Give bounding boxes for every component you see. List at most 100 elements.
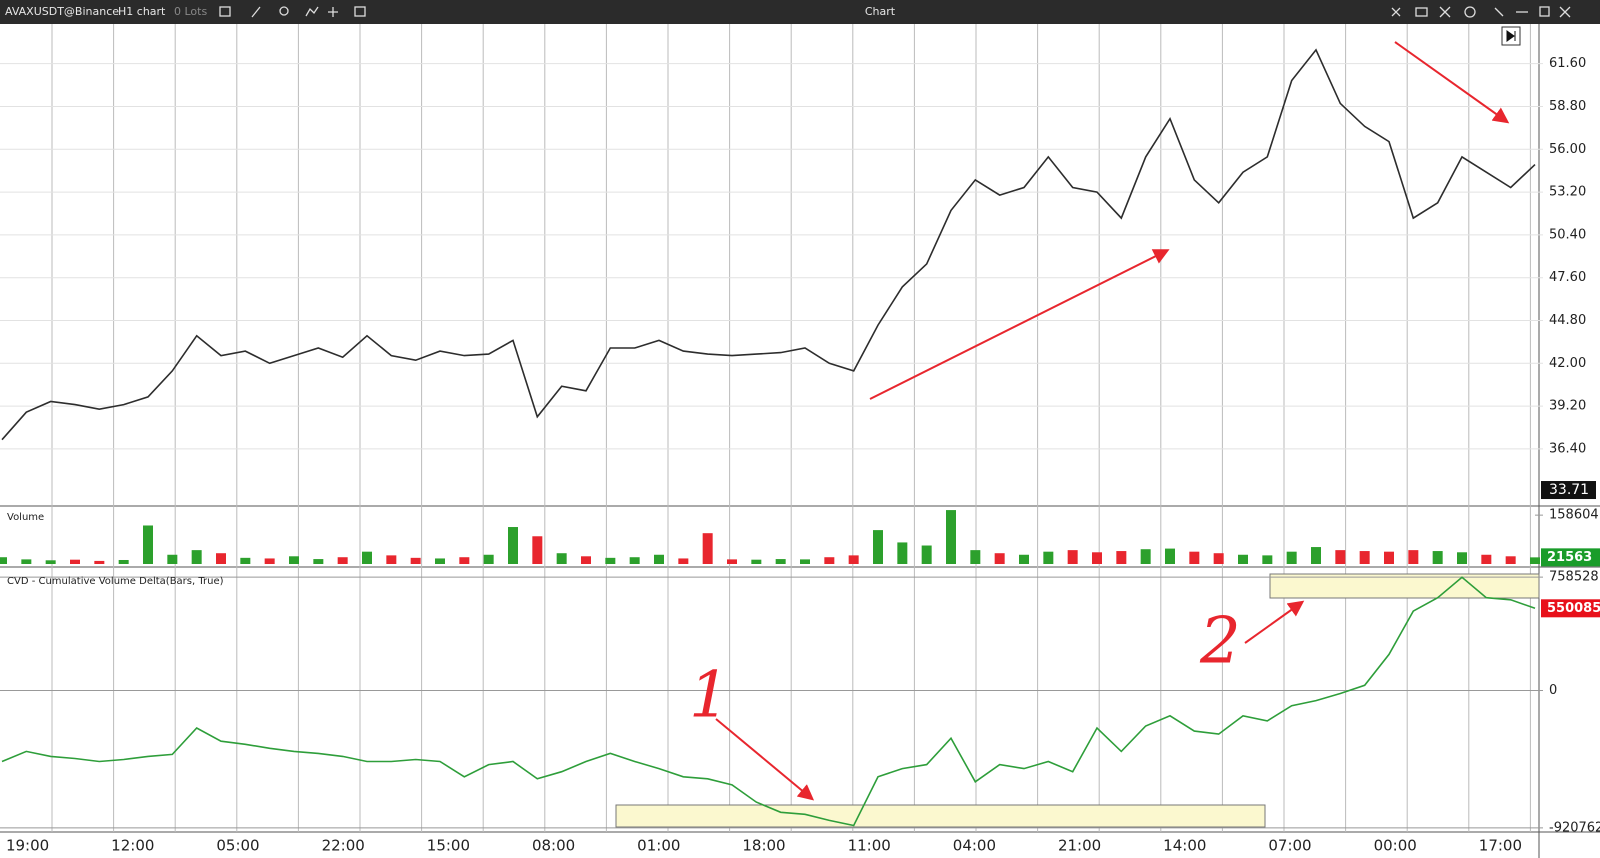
volume-bar (1189, 551, 1200, 564)
volume-bar (970, 550, 981, 564)
volume-bar (775, 559, 786, 564)
x-tick-label: 12:00 (111, 837, 154, 855)
volume-bar (1165, 548, 1175, 564)
pane-title: CVD - Cumulative Volume Delta(Bars, True… (7, 576, 224, 587)
volume-bar (532, 536, 543, 564)
series-line (1, 48, 1536, 441)
volume-bar (994, 553, 1005, 564)
volume-bar (1530, 557, 1540, 564)
volume-bar (605, 557, 616, 564)
volume-bar (0, 557, 7, 564)
scroll-end-icon (1506, 30, 1516, 42)
volume-bar (629, 557, 640, 564)
window-title: Chart (865, 5, 896, 18)
volume-bar (386, 555, 397, 564)
volume-bar (94, 560, 105, 564)
y-tick-label: -920762 (1549, 820, 1600, 835)
volume-bar (21, 559, 32, 564)
volume-bar (800, 559, 810, 564)
price-tag-label: 33.71 (1549, 482, 1589, 498)
y-tick-label: 36.40 (1549, 441, 1586, 456)
volume-bar (751, 559, 762, 564)
x-tick-label: 01:00 (637, 837, 680, 855)
volume-bar (1238, 554, 1248, 564)
volume-bar (410, 557, 421, 564)
last-value-tag (1541, 548, 1600, 567)
volume-bar (118, 559, 129, 564)
volume-bar (1092, 552, 1102, 564)
volume-bar (143, 525, 153, 564)
volume-bar (921, 545, 932, 564)
volume-bar (848, 555, 859, 564)
volume-bar (435, 558, 445, 564)
x-tick-label: 22:00 (322, 837, 365, 855)
volume-bar (702, 533, 713, 564)
volume-bar (1457, 552, 1467, 564)
highlight-box (615, 804, 1266, 828)
x-tick-label: 18:00 (742, 837, 785, 855)
x-tick-label: 15:00 (427, 837, 470, 855)
volume-bar (581, 556, 591, 564)
y-tick-label: 58.80 (1549, 99, 1586, 114)
plot-area: 61.60 58.80 56.00 53.20 50.40 47.60 44.80 42.00… (0, 48, 1600, 855)
x-tick-label: 08:00 (532, 837, 575, 855)
pane-title: Volume (7, 512, 44, 523)
volume-bar (508, 527, 518, 564)
volume-bar (1311, 547, 1321, 564)
x-tick-label: 19:00 (6, 837, 49, 855)
x-tick-label: 05:00 (216, 837, 259, 855)
x-tick-label: 14:00 (1163, 837, 1206, 855)
volume-bar (1140, 549, 1151, 564)
volume-bar (289, 556, 299, 564)
last-value-tag (1541, 599, 1600, 618)
volume-bar (1213, 553, 1224, 564)
y-tick-label: 50.40 (1549, 227, 1586, 242)
volume-bar (216, 553, 226, 564)
volume-bar (167, 554, 178, 564)
toolbar (0, 0, 1600, 24)
y-tick-label: 47.60 (1549, 270, 1586, 285)
timeframe[interactable]: H1 chart (118, 5, 166, 18)
volume-bar (1335, 550, 1346, 564)
x-tick-label: 21:00 (1058, 837, 1101, 855)
y-tick-label: 53.20 (1549, 185, 1586, 200)
volume-bar (556, 553, 567, 564)
volume-bar (1286, 551, 1297, 564)
annotation-label: 2 (1199, 605, 1241, 679)
volume-bar (1019, 554, 1029, 564)
y-tick-label: 39.20 (1549, 399, 1586, 414)
price-tag (1541, 481, 1596, 500)
last-value-label: 21563 (1547, 550, 1592, 565)
volume-bar (483, 554, 494, 564)
volume-bar (1432, 551, 1443, 564)
volume-bar (897, 542, 908, 564)
volume-bar (824, 557, 835, 564)
symbol[interactable]: AVAXUSDT@Binance (5, 5, 119, 18)
annotation-arrows (715, 41, 1510, 801)
x-tick-label: 04:00 (953, 837, 996, 855)
y-tick-label: 42.00 (1549, 356, 1586, 371)
x-tick-label: 00:00 (1374, 837, 1417, 855)
y-tick-label: 56.00 (1549, 142, 1586, 157)
volume-bar (264, 558, 275, 564)
volume-bar (1481, 554, 1492, 564)
volume-bar (1067, 550, 1078, 564)
y-tick-label: 0 (1549, 683, 1557, 698)
volume-bar (1359, 551, 1370, 564)
x-tick-label: 17:00 (1479, 837, 1522, 855)
toolbar-icons[interactable] (219, 6, 1571, 18)
lots[interactable]: 0 Lots (174, 5, 207, 18)
volume-bar (1116, 551, 1127, 564)
last-value-label: 550085 (1547, 601, 1600, 616)
volume-bar (1408, 550, 1419, 564)
x-tick-label: 11:00 (848, 837, 891, 855)
annotation-label: 1 (689, 659, 730, 733)
vertical-grid (51, 24, 1531, 832)
series-line (1, 576, 1536, 827)
volume-bar (337, 557, 348, 564)
y-tick-label: 61.60 (1549, 56, 1586, 71)
volume-bar (678, 558, 689, 564)
volume-bar (1262, 555, 1273, 564)
